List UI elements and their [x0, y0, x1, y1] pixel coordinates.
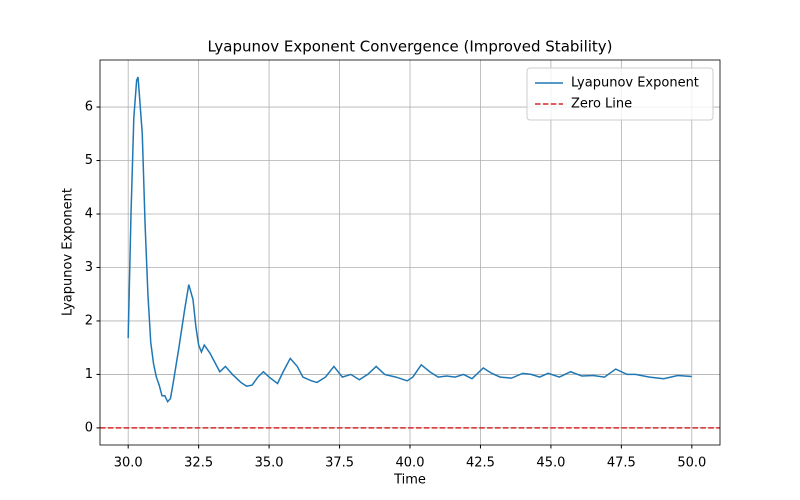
y-axis-label: Lyapunov Exponent	[61, 188, 76, 316]
x-tick-label: 35.0	[255, 456, 284, 471]
x-tick-label: 30.0	[114, 456, 143, 471]
x-axis-label: Time	[393, 473, 426, 488]
x-tick-label: 42.5	[466, 456, 495, 471]
y-tick-label: 4	[85, 207, 93, 222]
x-tick-label: 40.0	[396, 456, 425, 471]
y-tick-label: 0	[85, 420, 93, 435]
legend-box	[526, 67, 714, 121]
y-tick-label: 1	[85, 367, 93, 382]
data-line	[127, 76, 692, 404]
chart-title: Lyapunov Exponent Convergence (Improved …	[207, 38, 612, 56]
y-tick-label: 2	[85, 313, 93, 328]
x-tick-label: 47.5	[607, 456, 636, 471]
legend-label: Zero Line	[571, 97, 632, 112]
x-tick-label: 50.0	[677, 456, 706, 471]
legend-label: Lyapunov Exponent	[571, 76, 699, 91]
y-tick-label: 5	[85, 153, 93, 168]
x-tick-label: 37.5	[325, 456, 354, 471]
plot-frame	[99, 59, 721, 446]
y-tick-label: 6	[85, 100, 93, 115]
x-tick-label: 45.0	[536, 456, 565, 471]
y-tick-label: 3	[85, 260, 93, 275]
x-tick-label: 32.5	[184, 456, 213, 471]
